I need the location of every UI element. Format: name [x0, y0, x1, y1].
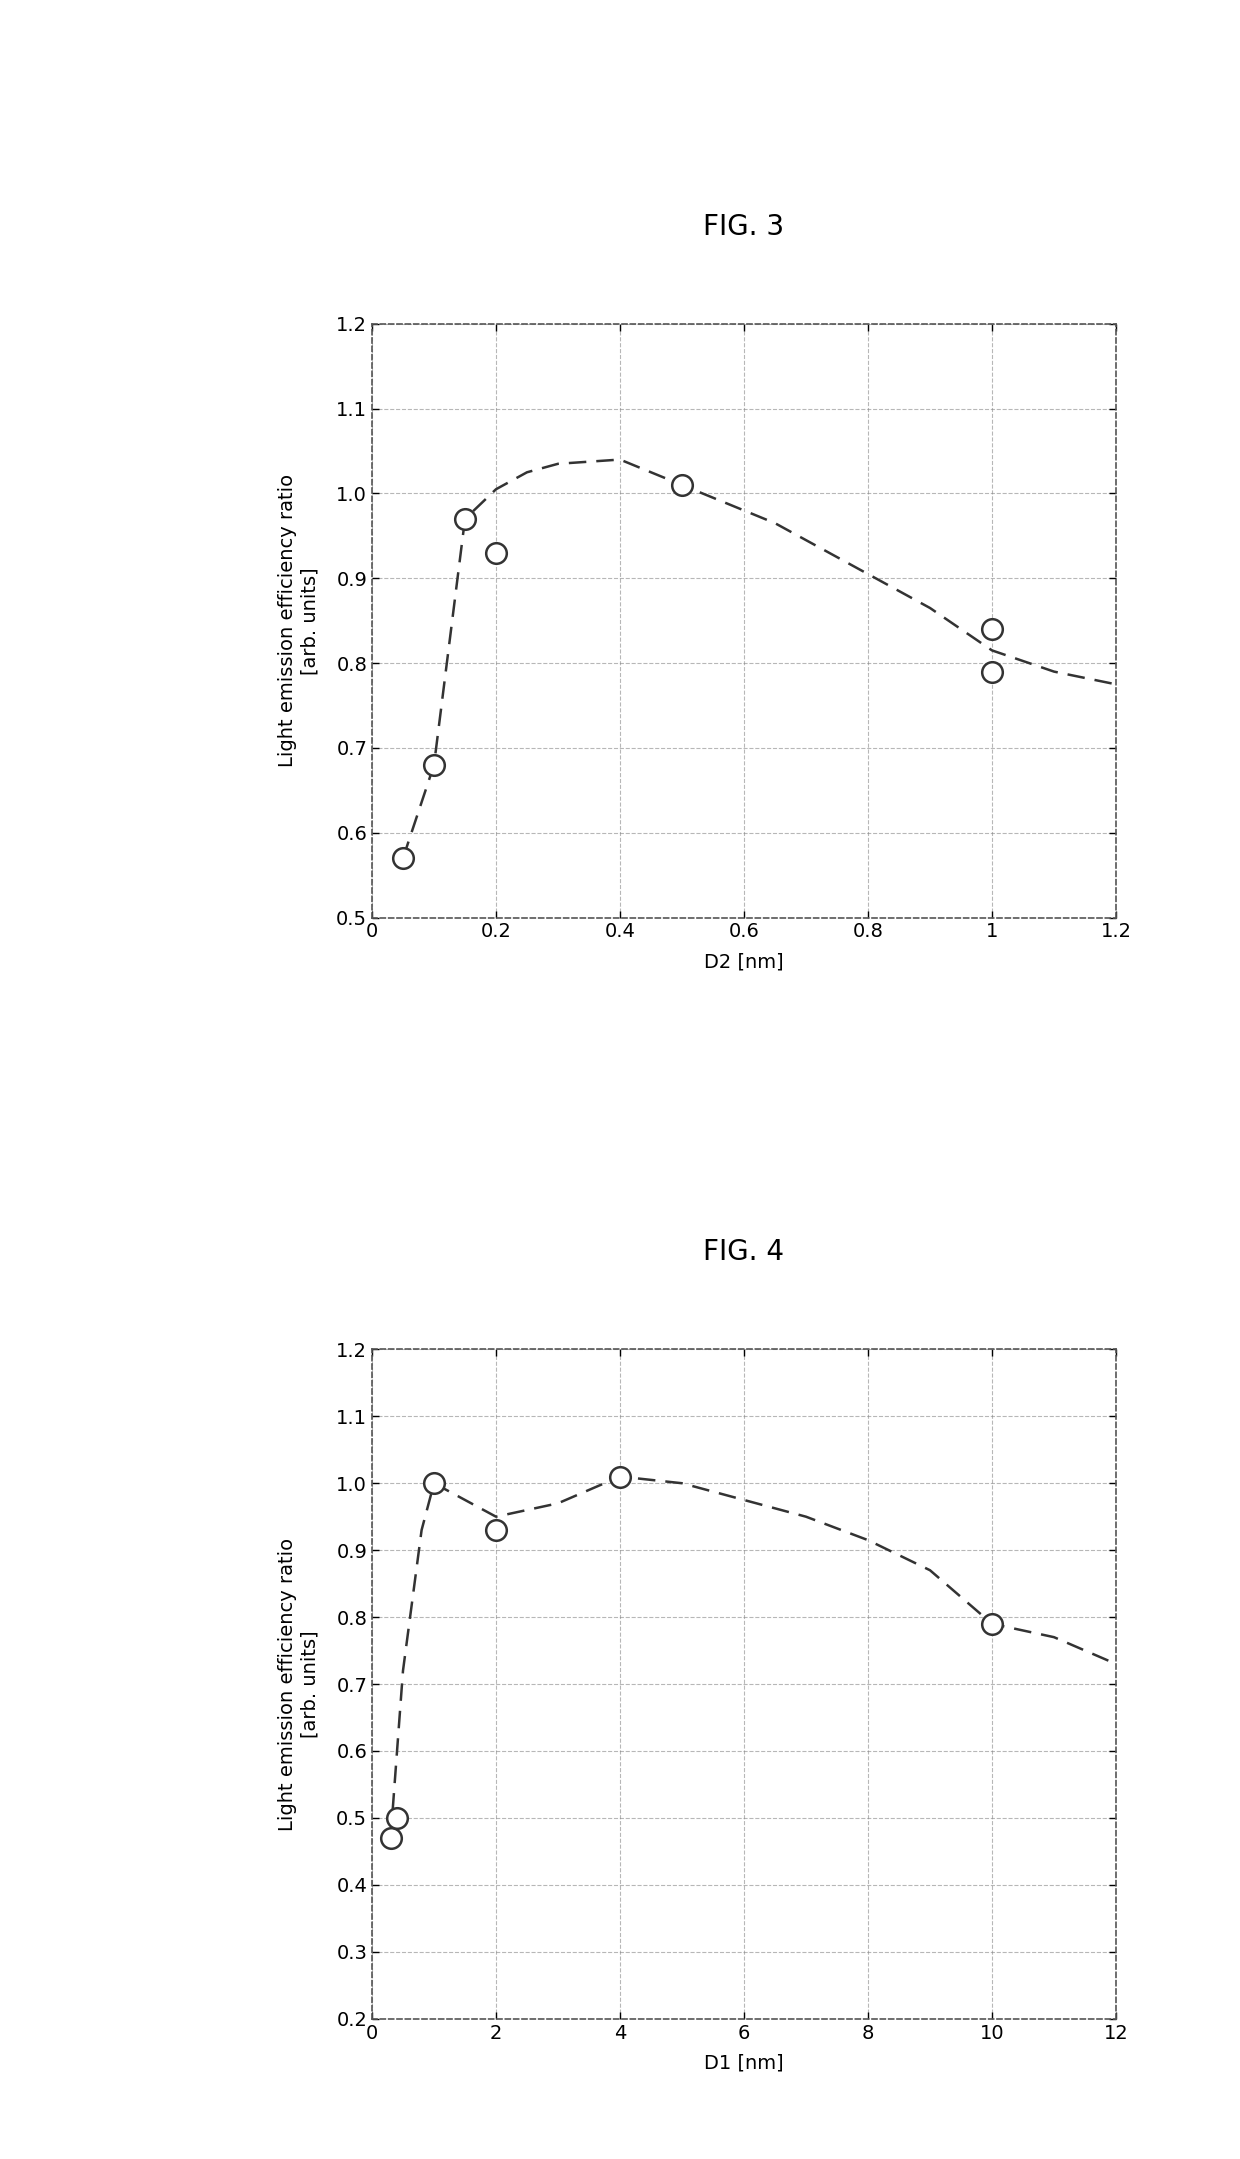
Point — [486, 1513, 506, 1548]
Point — [486, 535, 506, 570]
Text: FIG. 3: FIG. 3 — [703, 214, 785, 240]
Text: FIG. 4: FIG. 4 — [703, 1239, 785, 1265]
Point — [982, 611, 1002, 646]
Point — [424, 747, 444, 782]
Point — [672, 469, 692, 503]
Point — [610, 1459, 630, 1494]
Point — [387, 1801, 407, 1835]
X-axis label: D1 [nm]: D1 [nm] — [704, 2053, 784, 2073]
Point — [424, 1466, 444, 1501]
Point — [455, 501, 475, 535]
Y-axis label: Light emission efficiency ratio
[arb. units]: Light emission efficiency ratio [arb. un… — [279, 475, 320, 766]
Y-axis label: Light emission efficiency ratio
[arb. units]: Light emission efficiency ratio [arb. un… — [279, 1537, 320, 1831]
Point — [982, 654, 1002, 689]
Point — [393, 842, 413, 877]
Point — [381, 1820, 401, 1855]
Point — [982, 1606, 1002, 1641]
X-axis label: D2 [nm]: D2 [nm] — [704, 952, 784, 972]
